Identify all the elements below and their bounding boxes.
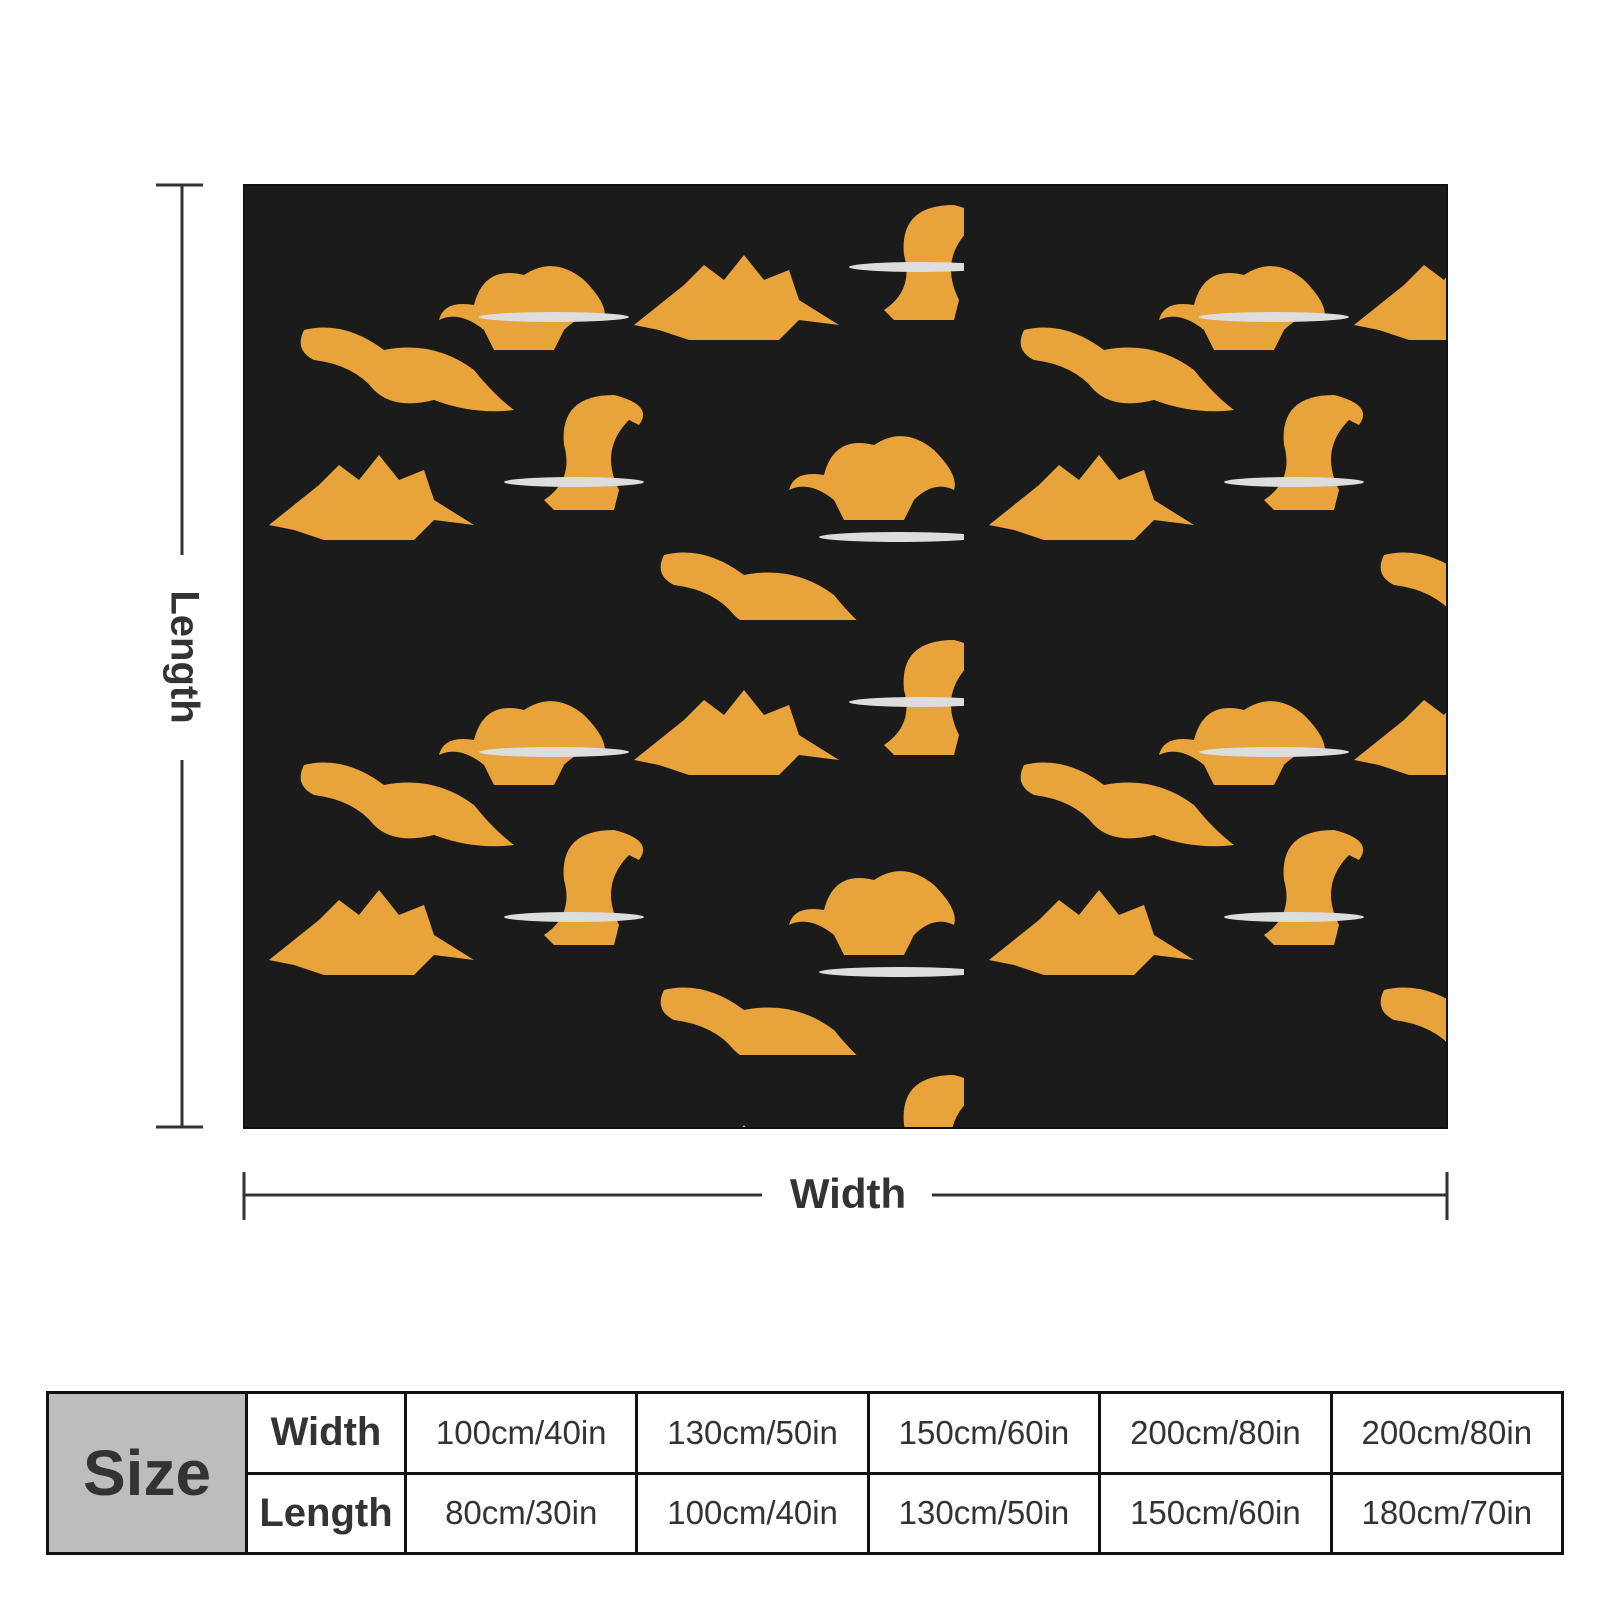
length-label: Length [162,590,206,723]
size-cell: 100cm/40in [403,1391,639,1475]
blanket [243,184,1448,1129]
row-header: Width [245,1391,407,1475]
size-header: Size [46,1391,248,1555]
size-cell: 130cm/50in [866,1471,1102,1555]
size-cell: 150cm/60in [866,1391,1102,1475]
blanket-diagram: Length Width [156,183,1449,1220]
size-cell: 80cm/30in [403,1471,639,1555]
size-cell: 100cm/40in [635,1471,870,1555]
size-cell: 150cm/60in [1098,1471,1333,1555]
size-cell: 130cm/50in [635,1391,870,1475]
width-label: Width [790,1170,906,1217]
size-cell: 180cm/70in [1329,1471,1565,1555]
width-dimension [242,1172,1449,1220]
size-cell: 200cm/80in [1329,1391,1565,1475]
row-header: Length [245,1471,407,1555]
size-cell: 200cm/80in [1098,1391,1333,1475]
length-dimension [156,183,203,1129]
size-table: Size Width 100cm/40in 130cm/50in 150cm/60in 2… [46,1391,1565,1555]
